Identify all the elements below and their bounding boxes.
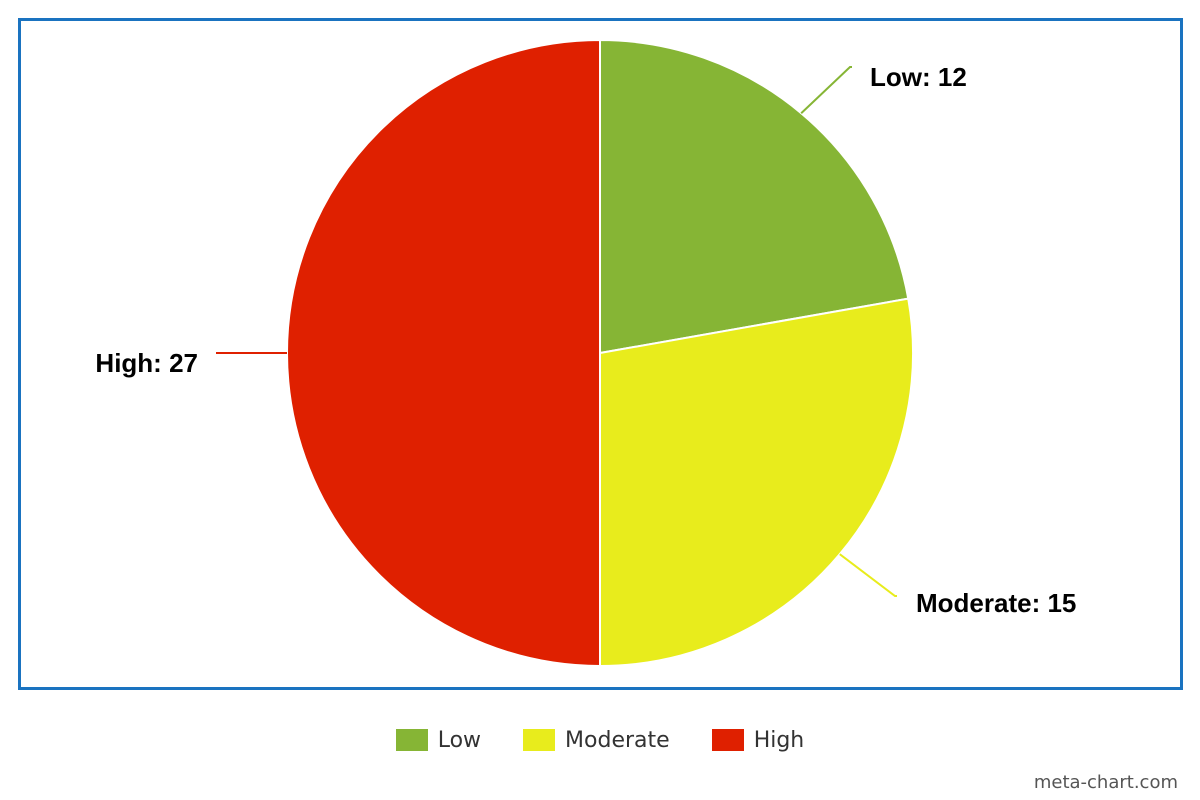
- legend-label-high: High: [753, 727, 805, 753]
- legend-item-high[interactable]: High: [711, 727, 805, 753]
- data-label-high: High: 27: [95, 348, 198, 378]
- legend-item-moderate[interactable]: Moderate: [523, 728, 670, 753]
- pie-slice-high[interactable]: [286, 38, 601, 668]
- legend-swatch-moderate: [523, 729, 556, 751]
- leader-line-moderate: [839, 553, 897, 597]
- legend-label-low: Low: [437, 727, 482, 753]
- legend-item-low[interactable]: Low: [395, 727, 482, 753]
- legend-swatch-low: [395, 729, 428, 751]
- legend-swatch-high: [711, 729, 744, 751]
- leader-line-low: [800, 66, 852, 114]
- legend: Low Moderate High: [0, 720, 1200, 760]
- pie-slice-moderate[interactable]: [599, 297, 914, 668]
- data-label-moderate: Moderate: 15: [916, 588, 1076, 618]
- credit-link[interactable]: meta-chart.com: [1033, 772, 1178, 793]
- legend-label-moderate: Moderate: [565, 727, 670, 753]
- data-label-low: Low: 12: [870, 62, 967, 92]
